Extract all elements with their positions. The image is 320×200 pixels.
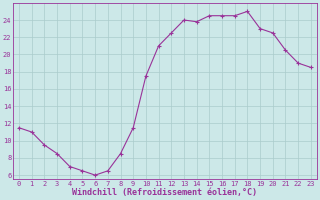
X-axis label: Windchill (Refroidissement éolien,°C): Windchill (Refroidissement éolien,°C) xyxy=(72,188,258,197)
